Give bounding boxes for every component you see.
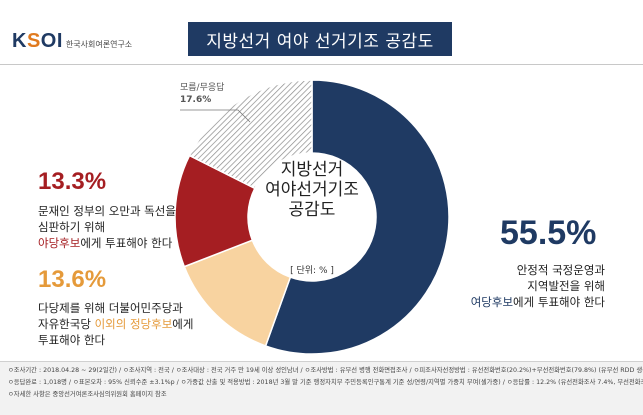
orange-option-text: 다당제를 위해 더불어민주당과 자유한국당 이외의 정당후보에게 투표해야 한다 bbox=[38, 300, 193, 348]
orange-option-line1: 다당제를 위해 더불어민주당과 bbox=[38, 301, 183, 315]
red-option-line3: 야당후보에게 투표해야 한다 bbox=[38, 235, 176, 251]
logo-subtitle: 한국사회여론연구소 bbox=[65, 40, 133, 49]
ksoi-logo: KSOI 한국사회여론연구소 bbox=[12, 30, 132, 53]
donut-slice-3 bbox=[188, 79, 313, 190]
orange-option-line2: 자유한국당 이외의 정당후보에게 bbox=[38, 316, 193, 332]
blue-option-line2: 지역발전을 위해 bbox=[527, 279, 605, 293]
red-option-text: 문재인 정부의 오만과 독선을 심판하기 위해 야당후보에게 투표해야 한다 bbox=[38, 203, 176, 251]
blue-option-value: 55.5% bbox=[500, 214, 597, 252]
no-response-label: 모름/무응답 bbox=[180, 83, 225, 93]
blue-option-line1: 안정적 국정운영과 bbox=[516, 263, 605, 277]
logo-text: KSOI bbox=[12, 30, 63, 52]
blue-option-after: 에게 투표해야 한다 bbox=[513, 295, 605, 309]
donut-slice-0 bbox=[264, 79, 450, 355]
blue-option-text: 안정적 국정운영과 지역발전을 위해 여당후보에게 투표해야 한다 bbox=[445, 262, 605, 310]
footer-line2: ㅇ응답완료 : 1,018명 / ㅇ표본오차 : 95% 신뢰수준 ±3.1%p… bbox=[8, 379, 643, 386]
orange-option-after: 에게 bbox=[172, 317, 194, 331]
chart-title: 지방선거 여야 선거기조 공감도 bbox=[188, 22, 452, 56]
red-option-highlight: 야당후보 bbox=[38, 236, 81, 250]
blue-option-line3: 여당후보에게 투표해야 한다 bbox=[445, 294, 605, 310]
footer-line3: ㅇ자세한 사항은 중앙선거여론조사심의위원회 홈페이지 참조 bbox=[8, 391, 167, 398]
orange-option-value: 13.6% bbox=[38, 266, 107, 293]
no-response-value: 17.6% bbox=[180, 95, 212, 105]
orange-option-line3: 투표해야 한다 bbox=[38, 333, 106, 347]
orange-option-highlight: 이외의 정당후보 bbox=[94, 317, 173, 331]
no-response-leader-line bbox=[180, 109, 251, 123]
unit-label: [ 단위: % ] bbox=[290, 266, 334, 276]
header-divider bbox=[0, 64, 643, 65]
red-option-line1: 문재인 정부의 오만과 독선을 bbox=[38, 204, 176, 218]
orange-option-pre: 자유한국당 bbox=[38, 317, 95, 331]
red-option-after: 에게 투표해야 한다 bbox=[80, 236, 173, 250]
red-option-line2: 심판하기 위해 bbox=[38, 220, 106, 234]
center-title: 지방선거 여야선거기조 공감도 bbox=[265, 160, 359, 220]
red-option-value: 13.3% bbox=[38, 168, 107, 195]
blue-option-highlight: 여당후보 bbox=[470, 295, 514, 309]
survey-footer: ㅇ조사기간 : 2018.04.28 ~ 29(2일간) / ㅇ조사지역 : 전… bbox=[0, 361, 643, 415]
footer-line1: ㅇ조사기간 : 2018.04.28 ~ 29(2일간) / ㅇ조사지역 : 전… bbox=[8, 367, 643, 374]
